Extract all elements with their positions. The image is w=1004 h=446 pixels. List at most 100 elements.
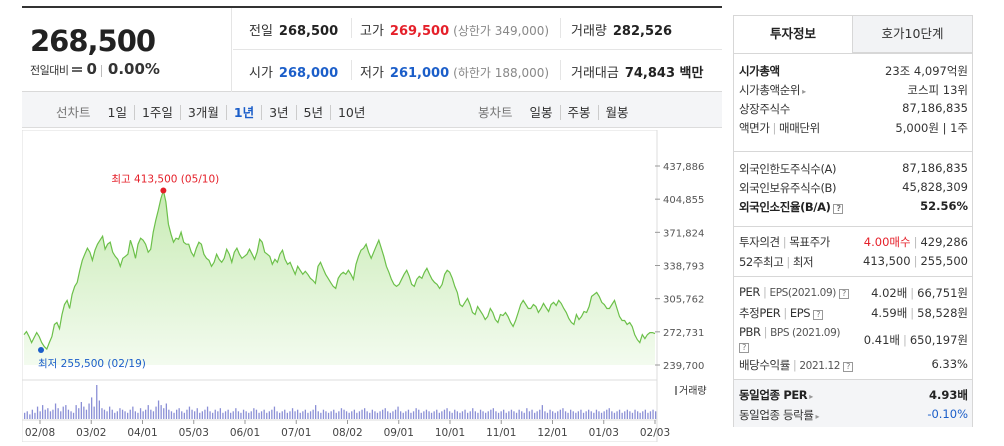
volume-bar	[103, 409, 106, 419]
volume-bar	[258, 412, 260, 419]
help-icon[interactable]: ?	[843, 362, 854, 372]
period-3y[interactable]: 3년	[261, 105, 296, 120]
candle-daily[interactable]: 일봉	[529, 105, 553, 120]
volume-bar	[88, 403, 90, 419]
volume-bar	[248, 412, 250, 419]
volume: 거래량 282,526	[571, 24, 673, 39]
volume-bar	[222, 412, 224, 419]
volume-bar	[508, 411, 510, 419]
period-5y[interactable]: 5년	[295, 105, 330, 120]
volume-bar	[214, 409, 216, 419]
volume-bar	[49, 411, 52, 419]
volume-bar	[433, 411, 435, 419]
volume-bar	[567, 412, 569, 419]
volume-bar	[152, 411, 155, 419]
volume-bar	[93, 406, 95, 419]
volume-bar	[487, 411, 489, 419]
change-label: 전일대비	[30, 64, 69, 77]
x-tick-label: 07/01	[281, 427, 311, 439]
volume-bar	[273, 406, 276, 419]
x-tick-label: 02/03	[640, 427, 670, 439]
volume-bar	[240, 412, 242, 419]
volume-bar	[142, 411, 144, 419]
volume-bar	[590, 411, 592, 419]
foreign-ratio-row: 외국인소진율(B/A)? 52.56%	[739, 199, 968, 214]
volume-bar	[302, 411, 304, 419]
volume-bar	[541, 405, 543, 419]
period-1w[interactable]: 1주일	[133, 105, 180, 120]
sector-change-row: 동일업종 등락률 ▸ -0.10%	[739, 407, 968, 422]
volume-bar	[616, 411, 618, 419]
volume-bar	[382, 409, 384, 419]
volume-bar	[559, 409, 561, 419]
volume-bar	[407, 409, 410, 419]
divider	[100, 64, 102, 77]
volume-bar	[418, 409, 420, 419]
volume-bar	[415, 408, 417, 419]
x-tick-label: 04/01	[127, 427, 157, 439]
tab-orderbook[interactable]: 호가10단계	[853, 16, 972, 53]
volume-bar	[345, 411, 348, 419]
help-icon[interactable]: ?	[833, 204, 844, 214]
candle-chart-periods: 봉차트 일봉 주봉 월봉	[478, 102, 636, 121]
volume-bar	[634, 409, 636, 419]
volume-bar	[608, 408, 610, 419]
volume-bar	[299, 412, 301, 419]
period-1d[interactable]: 1일	[107, 105, 127, 120]
volume-bar	[441, 411, 443, 419]
candle-monthly[interactable]: 월봉	[597, 105, 636, 120]
volume-bar	[394, 409, 397, 419]
volume-bar	[549, 409, 551, 419]
low-annotation: 최저 255,500 (02/19)	[38, 358, 146, 370]
y-tick-label: 437,886	[663, 162, 704, 173]
volume-bar	[474, 411, 476, 419]
help-icon[interactable]: ?	[813, 310, 824, 320]
volume-bar	[26, 411, 28, 419]
y-tick-label: 404,855	[663, 195, 704, 206]
volume-bar	[52, 409, 54, 419]
listed-shares-row: 상장주식수 87,186,835	[739, 101, 968, 116]
volume-bar	[361, 409, 363, 419]
volume-bar	[572, 411, 574, 419]
volume-bar	[477, 412, 479, 419]
price-box: 268,500 전일대비 0 0.00%	[22, 8, 232, 92]
volume-bar	[232, 411, 234, 419]
volume-bar	[333, 409, 335, 419]
volume-bar	[227, 409, 229, 419]
help-icon[interactable]: ?	[739, 343, 749, 353]
volume-bar	[54, 403, 57, 419]
volume-bar	[237, 411, 240, 419]
sector-section: 동일업종 PER ▸ 4.93배 동일업종 등락률 ▸ -0.10%	[734, 379, 972, 427]
volume-bar	[503, 409, 505, 419]
volume-bar	[268, 411, 270, 419]
volume-bar	[482, 411, 484, 419]
volume-bar	[157, 400, 160, 419]
volume-bar	[340, 408, 343, 419]
volume-bar	[196, 408, 198, 419]
y-tick-label: 338,793	[663, 262, 704, 273]
volume-bar	[366, 411, 368, 419]
volume-bar	[47, 408, 49, 419]
candle-weekly[interactable]: 주봉	[559, 105, 598, 120]
high-annotation: 최고 413,500 (05/10)	[111, 173, 219, 185]
period-10y[interactable]: 10년	[329, 105, 373, 120]
volume-bar	[191, 409, 193, 419]
arrow-right-icon: ▸	[802, 87, 806, 96]
volume-bar	[121, 409, 124, 419]
period-3m[interactable]: 3개월	[179, 105, 226, 120]
volume-bar	[564, 411, 567, 419]
period-1y[interactable]: 1년	[225, 105, 262, 120]
x-tick-label: 09/01	[384, 427, 414, 439]
volume-bar	[150, 409, 152, 419]
volume-bar	[397, 406, 399, 419]
volume-bar	[263, 409, 265, 419]
volume-bar	[374, 411, 376, 419]
volume-bar	[134, 411, 136, 419]
volume-bar	[392, 411, 394, 419]
tab-investment-info[interactable]: 투자정보	[734, 16, 853, 53]
volume-bar	[580, 409, 582, 419]
volume-bar	[199, 412, 201, 419]
volume-bar	[410, 412, 412, 419]
price-chart[interactable]: 최고 413,500 (05/10) 최저 255,500 (02/19) 거래량…	[21, 129, 722, 443]
help-icon[interactable]: ?	[838, 289, 849, 299]
